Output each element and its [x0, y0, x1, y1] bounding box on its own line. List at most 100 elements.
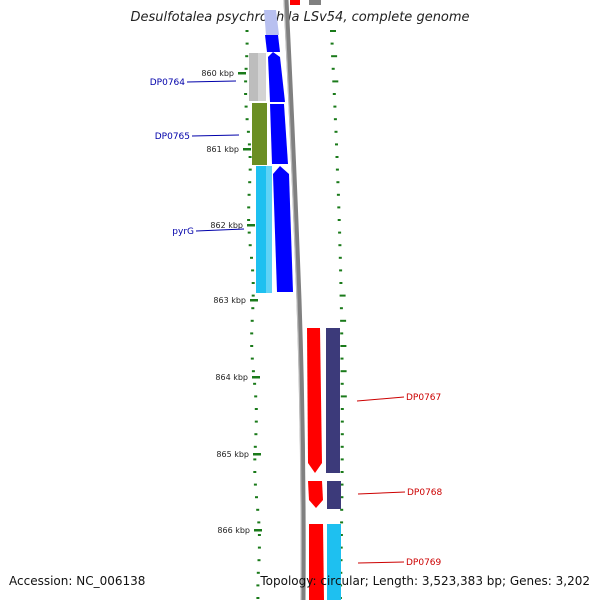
gc-dot	[332, 93, 336, 95]
gc-dot	[250, 319, 254, 322]
gc-dot	[340, 458, 344, 461]
gc-dot	[340, 319, 347, 322]
gene-arrow-blue-4	[273, 166, 293, 292]
gc-dot	[338, 256, 342, 259]
gene-arrow-red-1	[307, 328, 322, 473]
gc-dot	[340, 382, 344, 385]
gc-dot	[340, 496, 344, 499]
gene-leader-line	[357, 561, 405, 564]
gc-dot	[337, 206, 341, 209]
gene-labels: DP0764 DP0765 pyrG DP0767 DP0768 DP0769	[150, 78, 443, 568]
gene-block-cyan-light	[266, 166, 272, 293]
gene-label-dp0764: DP0764	[150, 78, 186, 88]
gc-dot	[337, 219, 341, 221]
gc-dot	[339, 534, 343, 536]
gc-dot	[251, 307, 255, 310]
tick-mark	[243, 148, 251, 151]
gc-dot	[245, 30, 249, 32]
position-ticks: 860 kbp 861 kbp 862 kbp 863 kbp 864 kbp 865 k…	[201, 69, 262, 535]
gc-dot	[333, 105, 337, 108]
gc-dot	[339, 307, 343, 310]
gene-block-navy-2	[327, 481, 341, 509]
forward-strand-genes	[264, 10, 293, 292]
gc-dot	[244, 80, 248, 83]
gc-dot	[340, 370, 347, 373]
gc-dot	[334, 130, 338, 133]
genome-backbone	[283, 0, 306, 600]
gc-dot	[336, 193, 340, 196]
gc-dot	[250, 256, 253, 259]
gc-dot	[254, 408, 258, 410]
gc-dot	[330, 42, 334, 45]
tick-label: 866 kbp	[217, 526, 250, 535]
gc-dot	[339, 294, 346, 297]
map-title: Desulfotalea psychrophila LSv54, complet…	[130, 10, 470, 25]
gc-dot	[244, 93, 248, 95]
gc-dot	[340, 408, 344, 410]
reverse-strand-genes	[307, 328, 324, 600]
gc-dot	[339, 546, 343, 549]
gc-dot	[245, 42, 249, 45]
gc-dot	[254, 395, 258, 398]
gc-dot	[244, 67, 248, 70]
gc-content-track-left	[244, 30, 261, 599]
gc-dot	[250, 357, 254, 360]
gc-dot	[247, 231, 251, 234]
gene-leader-line	[357, 491, 406, 495]
gene-block-navy-1	[326, 328, 340, 473]
gc-dot	[340, 332, 344, 335]
gc-dot	[248, 244, 252, 247]
gene-arrow-top-partial	[264, 10, 279, 35]
tick-label: 865 kbp	[216, 450, 249, 459]
gc-dot	[333, 118, 337, 121]
tick-label: 861 kbp	[206, 145, 239, 154]
gc-dot	[340, 345, 347, 347]
gene-arrow-blue-1	[265, 35, 280, 52]
gc-dot	[253, 471, 257, 473]
cog-category-track-left	[249, 53, 272, 293]
gc-dot	[340, 357, 344, 360]
gc-dot	[340, 395, 347, 398]
gene-block-gray-light	[249, 53, 258, 101]
gc-dot	[335, 168, 339, 171]
gene-leader-line	[195, 228, 245, 232]
gc-dot	[253, 483, 257, 486]
gc-dot	[335, 156, 339, 158]
gene-block-olive	[252, 103, 267, 165]
top-partial-red-feature	[290, 0, 300, 5]
gc-dot	[257, 521, 261, 524]
gc-dot	[331, 55, 338, 58]
gc-content-track-right	[330, 30, 347, 599]
tick-label: 863 kbp	[213, 296, 246, 305]
gene-label-dp0765: DP0765	[155, 132, 190, 142]
gene-arrow-blue-3	[270, 104, 288, 164]
tick-mark	[247, 224, 255, 227]
gc-dot	[251, 282, 255, 284]
gc-dot	[338, 231, 342, 234]
gc-dot	[247, 206, 251, 209]
gene-block-gray	[258, 53, 266, 101]
gc-dot	[340, 433, 344, 436]
tick-mark	[250, 299, 258, 302]
gc-dot	[338, 244, 342, 247]
gc-dot	[340, 521, 344, 524]
gene-leader-line	[191, 134, 240, 137]
topology-text: Topology: circular; Length: 3,523,383 bp…	[260, 574, 590, 588]
gc-dot	[336, 181, 340, 184]
accession-text: Accession: NC_006138	[9, 574, 146, 588]
gc-dot	[340, 445, 344, 448]
tick-label: 862 kbp	[210, 221, 243, 230]
tick-mark	[252, 376, 260, 379]
gene-leader-line	[356, 396, 405, 402]
genome-backbone-highlight	[283, 0, 302, 600]
gc-dot	[245, 55, 249, 58]
tick-mark	[238, 72, 246, 75]
gc-dot	[256, 597, 260, 599]
gc-dot	[248, 156, 252, 158]
gc-dot	[254, 420, 258, 423]
tick-mark	[254, 529, 262, 532]
gc-dot	[257, 559, 261, 562]
gc-dot	[245, 118, 249, 121]
gc-dot	[254, 433, 258, 436]
